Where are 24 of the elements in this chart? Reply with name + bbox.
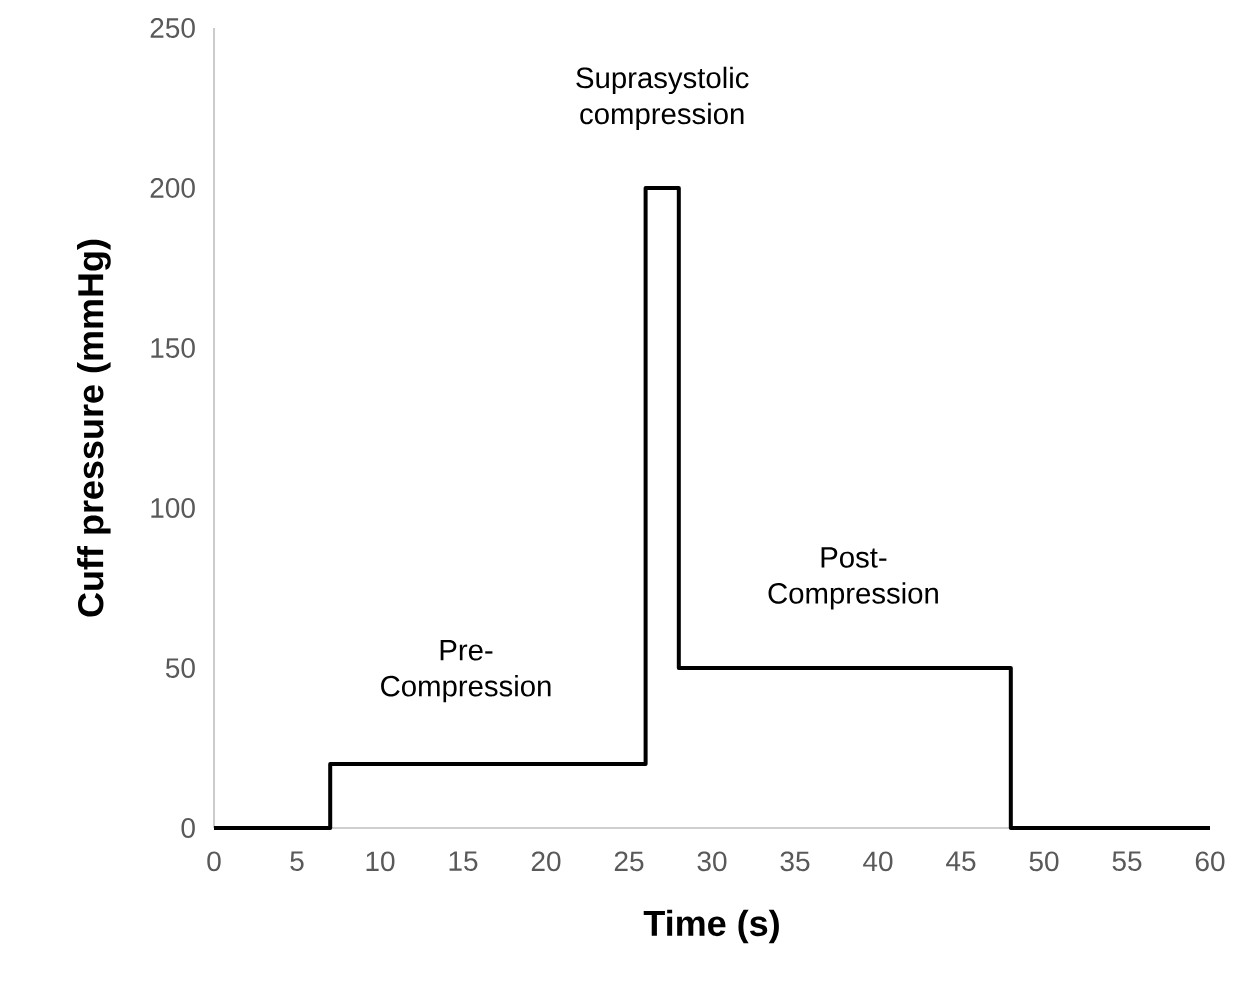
x-tick-label: 50 — [1029, 851, 1059, 872]
x-tick-label: 55 — [1112, 851, 1142, 871]
x-tick-label: 45 — [946, 851, 976, 871]
x-tick-label: 30 — [697, 851, 727, 872]
y-tick-label: 150 — [151, 338, 195, 358]
annotation: Pre-Compression — [381, 640, 551, 703]
x-tick-label: 60 — [1195, 851, 1225, 872]
x-tick-label: 15 — [449, 851, 478, 871]
x-tick-label: 5 — [290, 851, 304, 871]
annotation: Suprasystolic compression — [576, 66, 749, 131]
y-tick-label: 50 — [165, 658, 195, 678]
y-tick-label: 200 — [150, 178, 195, 198]
x-tick-label: 40 — [863, 851, 893, 872]
x-axis-title: Time (s) — [643, 909, 779, 944]
x-tick-label: 20 — [531, 851, 561, 872]
x-tick-label: 0 — [207, 851, 221, 872]
y-axis-title: Cuff pressure (mmHg) — [77, 239, 111, 617]
y-tick-label: 250 — [150, 18, 195, 38]
x-tick-label: 10 — [366, 851, 395, 872]
y-tick-label: 100 — [151, 498, 195, 518]
x-tick-label: 25 — [614, 851, 644, 872]
x-tick-label: 35 — [780, 851, 810, 872]
y-tick-label: 0 — [181, 818, 195, 838]
annotation: Post-Compression — [768, 547, 938, 610]
